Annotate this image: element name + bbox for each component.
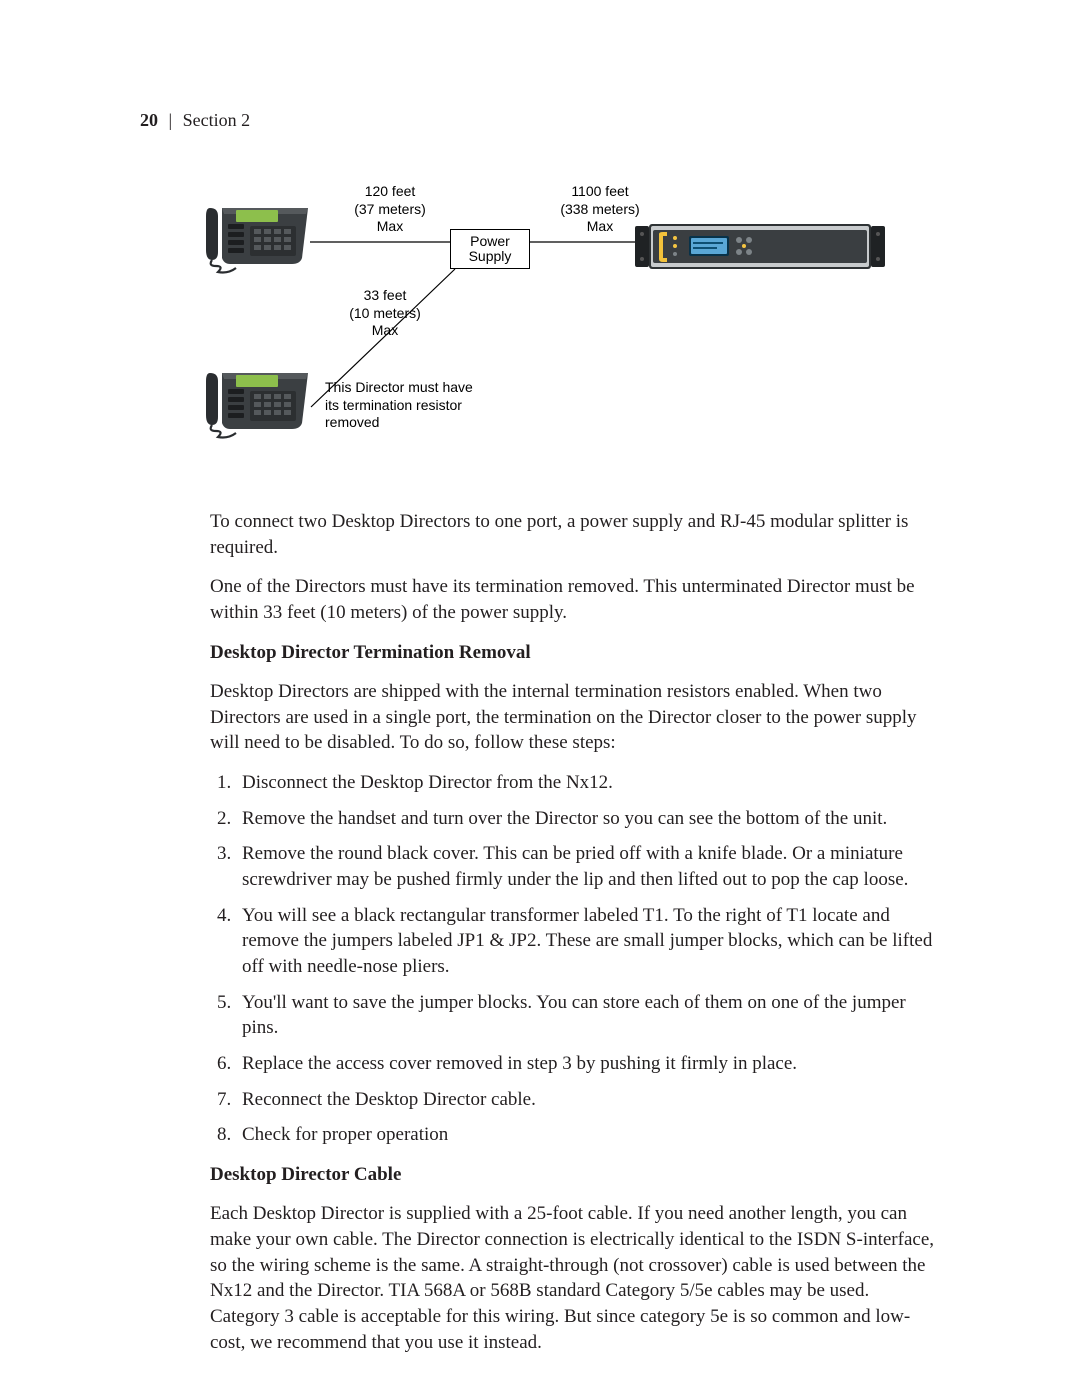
body-text: To connect two Desktop Directors to one …: [210, 509, 940, 1355]
running-header: 20 | Section 2: [140, 110, 940, 131]
connection-diagram: 120 feet (37 meters) Max 1100 feet (338 …: [195, 179, 885, 454]
power-supply-box: Power Supply: [450, 229, 530, 269]
manual-page: 20 | Section 2 120 feet (37 meters) Max …: [0, 0, 1080, 1397]
step-item: Replace the access cover removed in step…: [236, 1051, 940, 1077]
label-33ft: 33 feet (10 meters) Max: [325, 287, 445, 340]
step-item: Disconnect the Desktop Director from the…: [236, 770, 940, 796]
phone-icon-top: [202, 194, 312, 274]
paragraph-cable: Each Desktop Director is supplied with a…: [210, 1201, 940, 1355]
rack-unit-icon: [635, 224, 885, 269]
header-separator: |: [169, 110, 173, 130]
heading-cable: Desktop Director Cable: [210, 1162, 940, 1188]
step-item: Remove the handset and turn over the Dir…: [236, 806, 940, 832]
step-item: Remove the round black cover. This can b…: [236, 841, 940, 892]
label-termination-note: This Director must have its termination …: [325, 379, 525, 432]
page-number: 20: [140, 110, 158, 130]
step-item: You will see a black rectangular transfo…: [236, 903, 940, 980]
power-supply-label: Power Supply: [451, 234, 529, 265]
step-item: Reconnect the Desktop Director cable.: [236, 1087, 940, 1113]
paragraph-termination: Desktop Directors are shipped with the i…: [210, 679, 940, 756]
paragraph-intro-1: To connect two Desktop Directors to one …: [210, 509, 940, 560]
phone-icon-bottom: [202, 359, 312, 439]
label-120ft: 120 feet (37 meters) Max: [330, 183, 450, 236]
section-label: Section 2: [183, 110, 251, 130]
step-item: You'll want to save the jumper blocks. Y…: [236, 990, 940, 1041]
steps-list: Disconnect the Desktop Director from the…: [210, 770, 940, 1148]
heading-termination-removal: Desktop Director Termination Removal: [210, 640, 940, 666]
paragraph-intro-2: One of the Directors must have its termi…: [210, 574, 940, 625]
step-item: Check for proper operation: [236, 1122, 940, 1148]
